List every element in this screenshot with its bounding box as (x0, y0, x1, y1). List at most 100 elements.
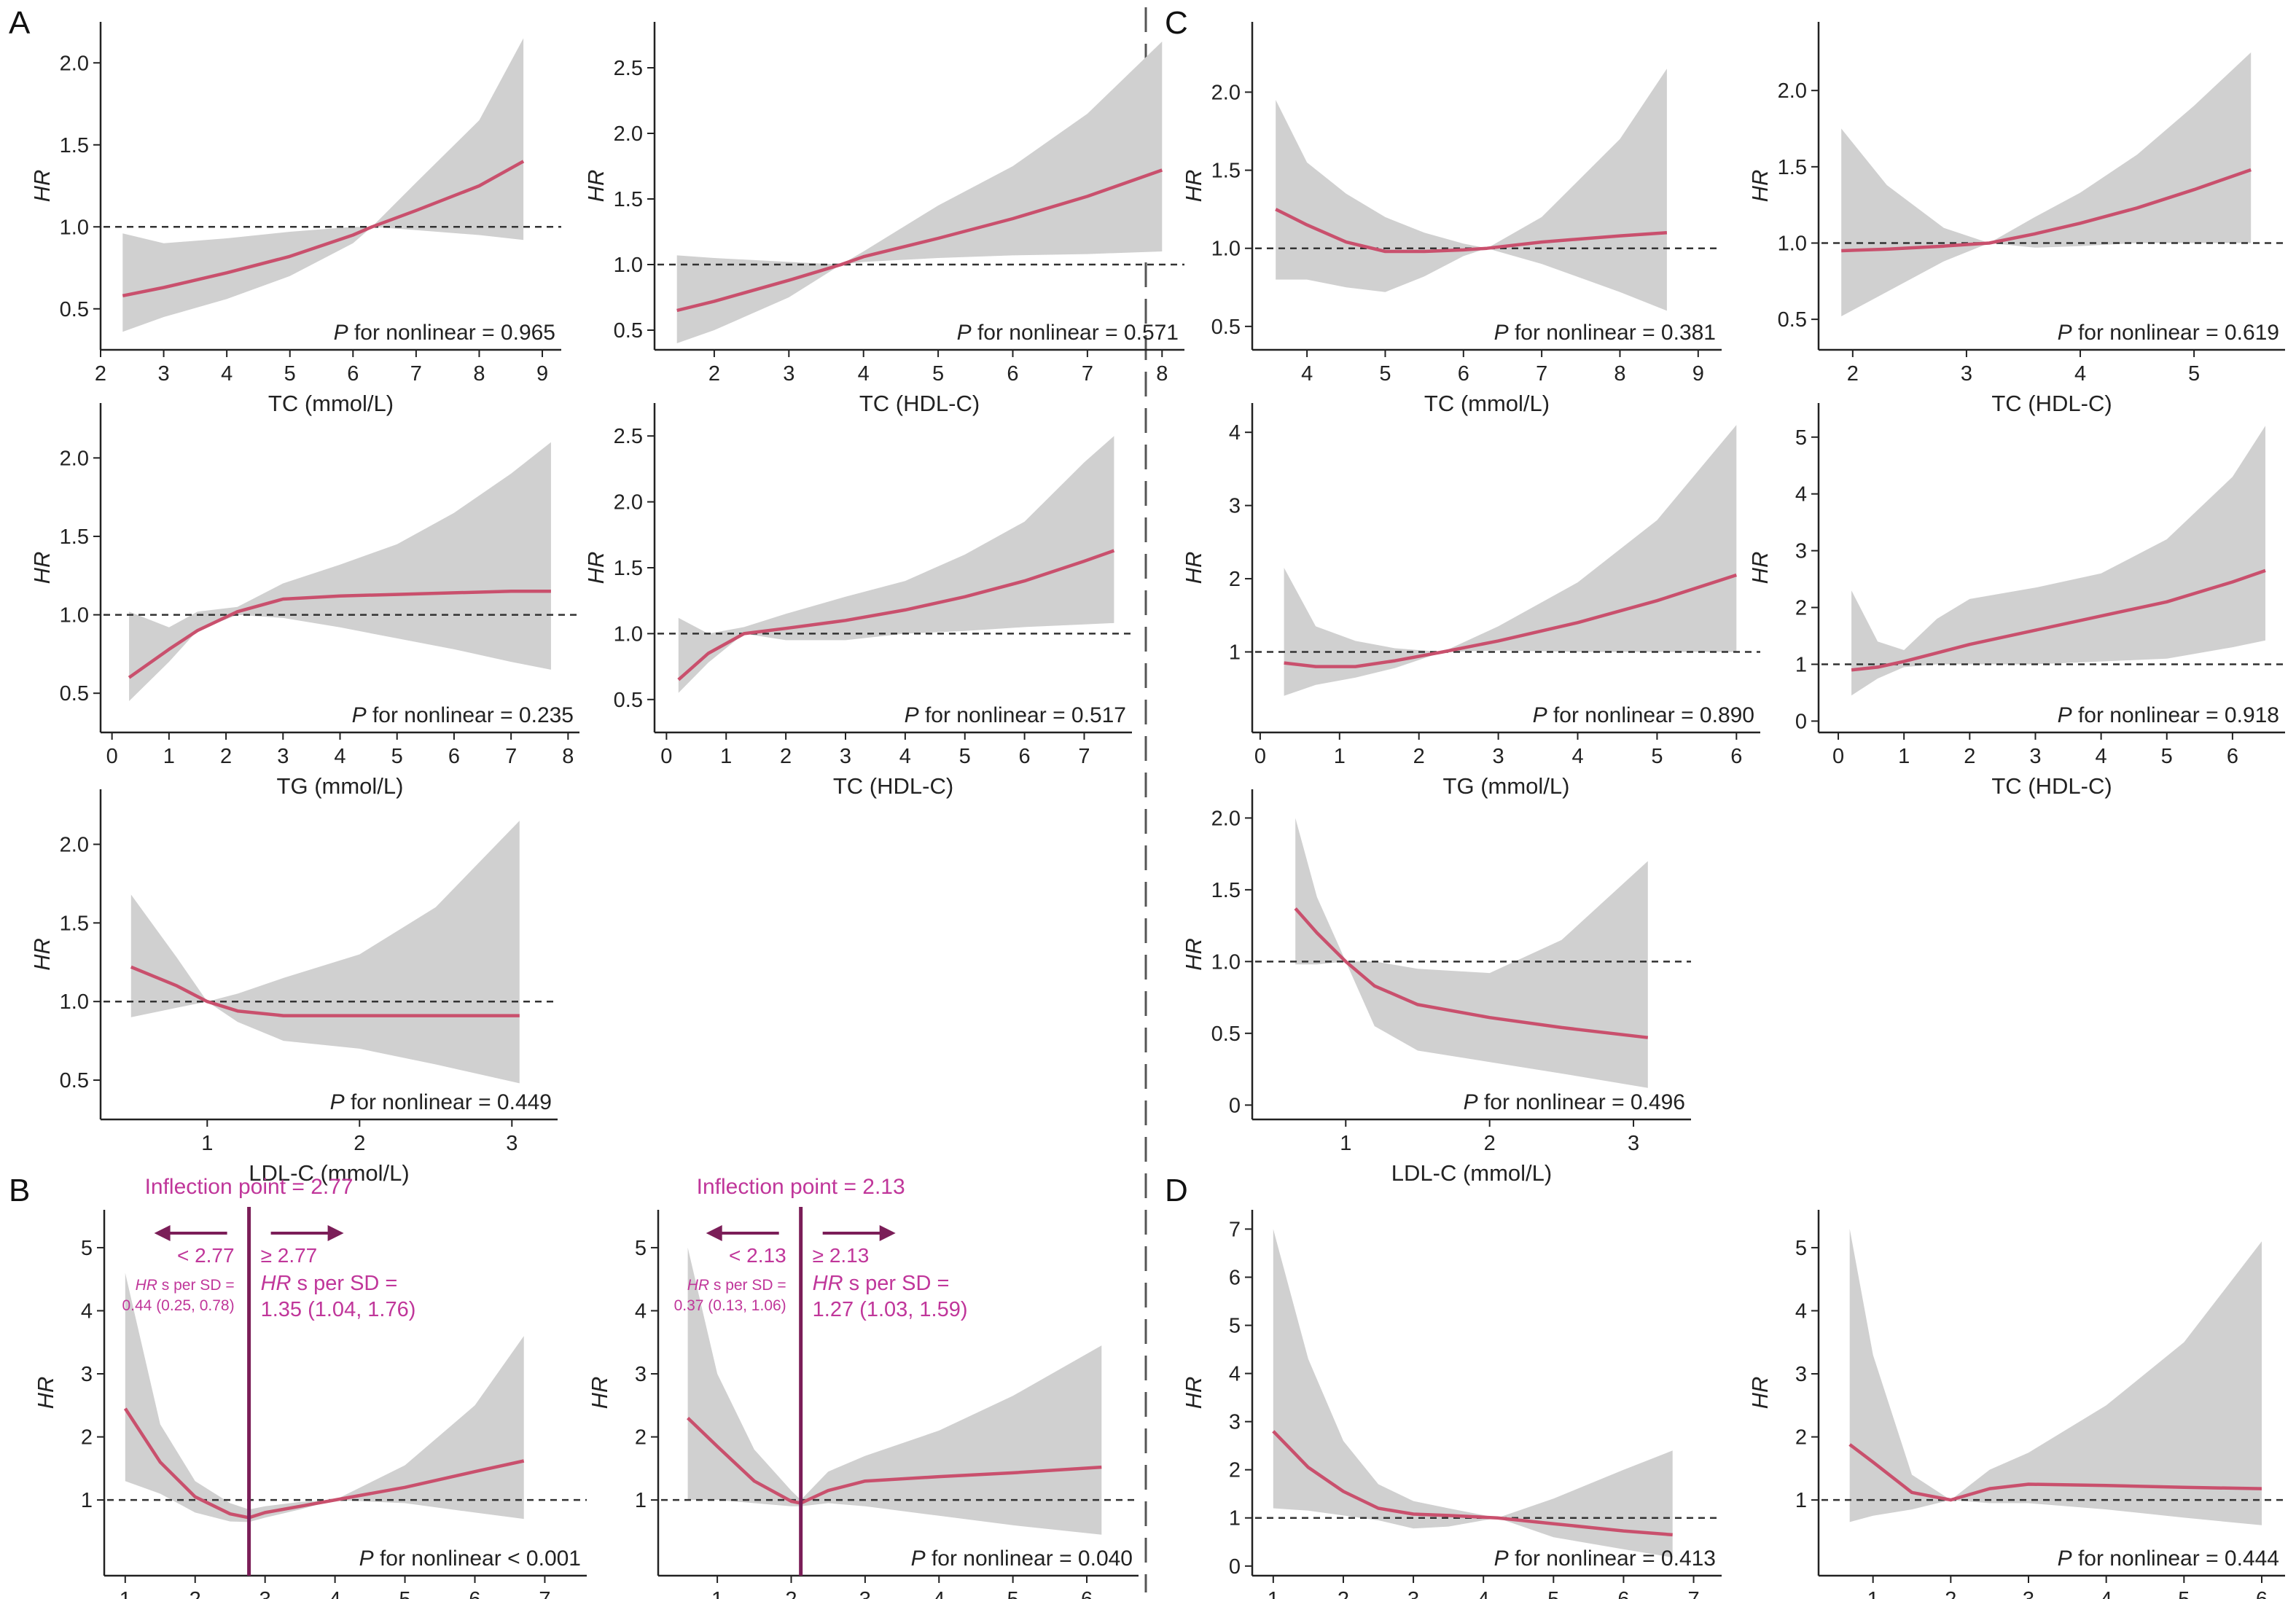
p-nonlinear-note: P for nonlinear = 0.918 (2058, 703, 2279, 727)
right-hr-value: 1.27 (1.03, 1.59) (813, 1298, 968, 1321)
y-tick-label: 2.0 (614, 122, 643, 146)
x-tick-label: 7 (1536, 362, 1547, 386)
y-tick-label: 2.0 (1211, 807, 1241, 830)
x-tick-label: 5 (1547, 1588, 1559, 1599)
p-nonlinear-note: P for nonlinear = 0.890 (1533, 703, 1754, 727)
p-value-text: for nonlinear < 0.001 (374, 1547, 581, 1571)
x-axis-label: LDL-C (mmol/L) (1391, 1160, 1552, 1186)
chart-c1: 4 5 6 7 8 9 0.5 1.0 1.5 2.0 TC (mmol/L) HR P for non… (1181, 22, 1722, 416)
hr-curve (687, 1416, 1102, 1505)
x-tick-label: 5 (2161, 745, 2173, 768)
y-tick-label: 7 (1229, 1218, 1241, 1241)
y-tick-label: 2 (1795, 597, 1807, 620)
p-nonlinear-note: P for nonlinear = 0.381 (1494, 321, 1716, 345)
x-tick-label: 1 (711, 1588, 723, 1599)
x-tick-label: 7 (1687, 1588, 1699, 1599)
y-axis-label: HR (29, 170, 55, 203)
y-tick-label: 4 (1795, 1299, 1807, 1323)
right-range-label: ≥ 2.77 (261, 1244, 318, 1267)
hr-title-text: s per SD = (843, 1272, 950, 1295)
y-tick-label: 4 (1229, 421, 1241, 445)
confidence-band (1841, 52, 2252, 317)
y-axis-label: HR (1747, 1377, 1773, 1410)
y-tick-label: 0 (1795, 710, 1807, 733)
y-tick-label: 0.5 (1211, 1023, 1241, 1046)
x-tick-label: 5 (932, 362, 944, 386)
y-tick-label: 2 (81, 1426, 93, 1450)
y-tick-label: 5 (1795, 1237, 1807, 1260)
x-tick-label: 1 (1268, 1588, 1279, 1599)
p-symbol: P (957, 321, 972, 345)
hr-curve (122, 160, 525, 298)
x-tick-label: 2 (95, 362, 106, 386)
y-tick-label: 2 (635, 1426, 647, 1450)
x-tick-label: 6 (1081, 1588, 1093, 1599)
right-arrow-head (879, 1225, 896, 1241)
x-axis-label: TC (HDL-C) (833, 773, 953, 799)
x-tick-label: 3 (2023, 1588, 2034, 1599)
x-tick-label: 2 (1338, 1588, 1349, 1599)
y-tick-label: 2.0 (1211, 81, 1241, 104)
x-tick-label: 8 (1614, 362, 1625, 386)
x-tick-label: 2 (1847, 362, 1859, 386)
x-tick-label: 6 (469, 1588, 480, 1599)
right-hr-value: 1.35 (1.04, 1.76) (261, 1298, 416, 1321)
x-tick-label: 1 (201, 1132, 213, 1155)
x-tick-label: 8 (562, 745, 574, 768)
x-tick-label: 6 (448, 745, 460, 768)
p-symbol: P (911, 1547, 926, 1571)
y-tick-label: 1.0 (614, 254, 643, 277)
hr-curve (123, 1407, 525, 1520)
x-tick-label: 7 (410, 362, 422, 386)
p-value-text: for nonlinear = 0.890 (1547, 703, 1754, 727)
p-value-text: for nonlinear = 0.235 (367, 703, 574, 727)
y-tick-label: 0.5 (60, 682, 89, 705)
x-tick-label: 5 (2188, 362, 2200, 386)
confidence-band (1276, 69, 1667, 311)
y-axis-label: HR (587, 1377, 612, 1410)
confidence-band (130, 821, 520, 1084)
confidence-band (129, 442, 551, 701)
y-tick-label: 1.0 (60, 990, 89, 1014)
x-tick-label: 4 (2096, 745, 2107, 768)
x-tick-label: 1 (1898, 745, 1910, 768)
y-tick-label: 4 (1229, 1363, 1241, 1386)
x-axis-label: LDL-C (mmol/L) (249, 1160, 409, 1186)
hr-word: HR (261, 1272, 292, 1295)
y-tick-label: 2.5 (614, 57, 643, 80)
y-tick-label: 1 (81, 1489, 93, 1512)
x-axis-label: TC (HDL-C) (859, 391, 980, 416)
panel-letter-b: B (9, 1173, 30, 1208)
x-tick-label: 1 (1334, 745, 1346, 768)
y-tick-label: 1.0 (60, 604, 89, 628)
y-tick-label: 1.0 (60, 216, 89, 239)
right-hr-title: HR s per SD = (813, 1272, 950, 1295)
y-tick-label: 0.5 (1778, 308, 1807, 332)
chart-b2: 12345612345LDL-C (HDL-C)HRP for nonlinea… (587, 1175, 1139, 1599)
y-tick-label: 2 (1229, 1459, 1241, 1482)
x-axis-label: TC (HDL-C) (1991, 391, 2112, 416)
y-axis-label: HR (583, 552, 609, 585)
confidence-band (1851, 426, 2265, 696)
p-symbol: P (2058, 1547, 2072, 1571)
x-tick-label: 2 (1964, 745, 1975, 768)
x-tick-label: 5 (284, 362, 296, 386)
y-tick-label: 1.5 (60, 525, 89, 549)
p-symbol: P (1464, 1090, 1478, 1114)
y-tick-label: 1.5 (614, 557, 643, 580)
y-tick-label: 3 (1229, 495, 1241, 518)
y-tick-label: 1.5 (60, 134, 89, 157)
x-tick-label: 5 (1379, 362, 1391, 386)
x-tick-label: 3 (277, 745, 289, 768)
y-axis-label: HR (1181, 552, 1206, 585)
confidence-band (1284, 425, 1737, 696)
y-tick-label: 1 (635, 1489, 647, 1512)
hr-curve (1848, 1443, 2262, 1502)
y-tick-label: 0.5 (614, 689, 643, 712)
p-value-text: for nonlinear = 0.571 (972, 321, 1179, 345)
p-symbol: P (352, 703, 367, 727)
p-symbol: P (1494, 1547, 1509, 1571)
x-tick-label: 6 (1730, 745, 1742, 768)
y-tick-label: 0 (1229, 1555, 1241, 1579)
right-hr-title: HR s per SD = (261, 1272, 398, 1295)
